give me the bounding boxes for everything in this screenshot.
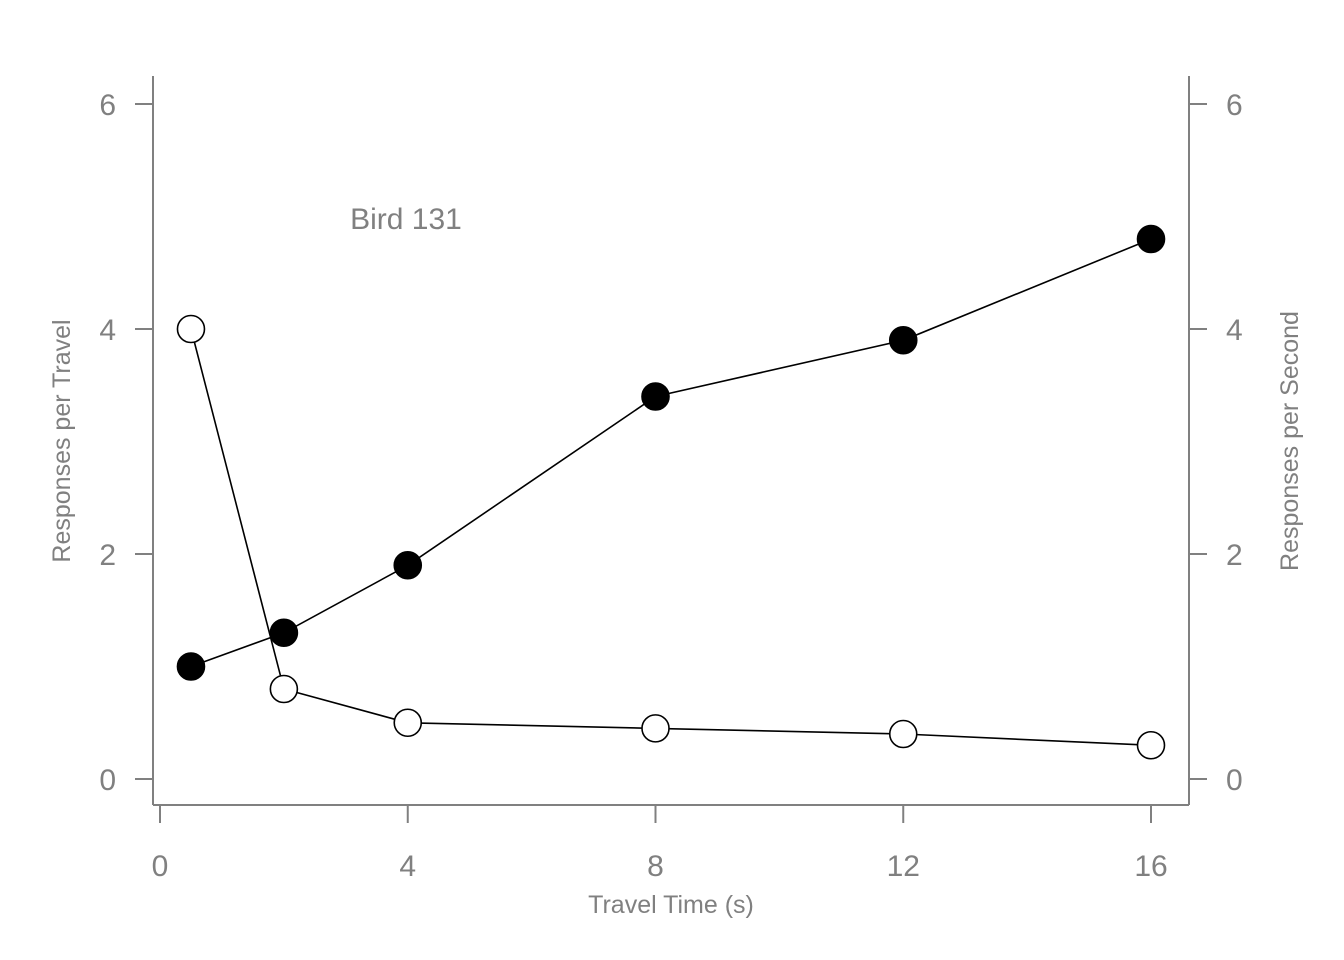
x-tick-label: 8 — [647, 850, 664, 883]
series-2-point — [269, 674, 299, 704]
x-tick-label: 16 — [1134, 850, 1167, 883]
annotation-label: Bird 131 — [350, 203, 462, 236]
y-tick-label-right: 6 — [1226, 89, 1243, 122]
series-1-point — [1136, 224, 1166, 254]
x-tick-label: 12 — [887, 850, 920, 883]
series-2-point — [1136, 730, 1166, 760]
series-2-point — [393, 708, 423, 738]
series-1-point — [393, 550, 423, 580]
series-1-point — [888, 325, 918, 355]
series-1-point — [269, 618, 299, 648]
ticks: 0 4 8 12 16 0 0 2 2 4 4 6 6 — [99, 89, 1242, 883]
x-tick-label: 4 — [399, 850, 416, 883]
series-1-point — [176, 652, 206, 681]
y-tick-label-left: 2 — [99, 539, 116, 572]
axes — [152, 76, 1190, 806]
series-2-line — [190, 328, 1152, 747]
y-tick-label-left: 4 — [99, 314, 116, 347]
series-1-line — [190, 238, 1152, 668]
x-axis-title: Travel Time (s) — [588, 891, 754, 919]
series-1-point — [641, 382, 670, 411]
y-tick-label-right: 0 — [1226, 764, 1243, 797]
y-tick-label-right: 4 — [1226, 314, 1243, 347]
y-tick-label-right: 2 — [1226, 539, 1243, 572]
y-tick-label-left: 0 — [99, 764, 116, 797]
series-2-point — [888, 719, 918, 749]
series-2-point — [641, 714, 670, 743]
series-layer — [176, 224, 1166, 760]
y-tick-label-left: 6 — [99, 89, 116, 122]
y-axis-title-right: Responses per Second — [1276, 311, 1304, 571]
y-axis-title-left: Responses per Travel — [48, 319, 76, 562]
x-tick-label: 0 — [152, 850, 169, 883]
series-2-point — [176, 314, 206, 344]
